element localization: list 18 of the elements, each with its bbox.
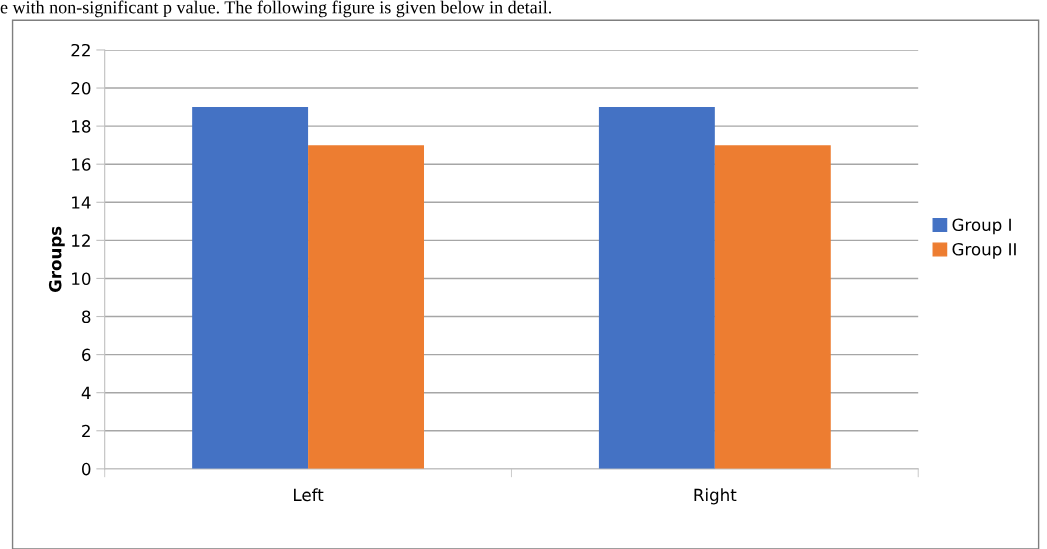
y-axis-title: Groups bbox=[48, 226, 65, 293]
y-tick-label: 22 bbox=[71, 43, 90, 57]
y-tick-label: 10 bbox=[72, 272, 91, 286]
y-tick-label: 8 bbox=[82, 310, 91, 324]
y-tick-label: 4 bbox=[81, 386, 91, 400]
x-tick-label: Right bbox=[694, 488, 737, 505]
y-tick-label: 14 bbox=[72, 196, 91, 209]
y-tick-label: 12 bbox=[72, 234, 90, 247]
y-tick-label: 16 bbox=[72, 158, 91, 171]
legend-label: Group I bbox=[952, 218, 1011, 235]
y-tick-label: 18 bbox=[72, 120, 91, 133]
legend-label: Group II bbox=[952, 242, 1016, 259]
y-tick-label: 0 bbox=[82, 462, 91, 476]
text: e with non-significant p value. The following figure is given below in detail. bbox=[0, 0, 552, 18]
x-tick-label: Left bbox=[294, 488, 324, 502]
y-tick-label: 6 bbox=[82, 348, 91, 362]
y-tick-label: 2 bbox=[82, 424, 90, 438]
y-tick-label: 20 bbox=[71, 82, 91, 95]
